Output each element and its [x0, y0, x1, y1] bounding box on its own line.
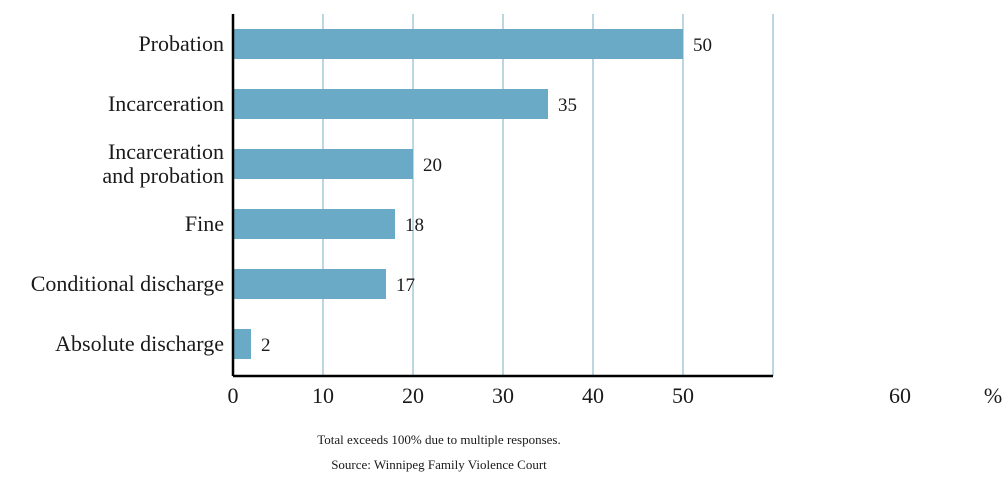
category-label-line: Probation — [138, 31, 224, 56]
x-tick-label-0: 0 — [228, 383, 239, 408]
category-label-line: and probation — [102, 163, 224, 188]
category-label-5: Absolute discharge — [55, 331, 224, 356]
bar-1 — [233, 89, 548, 119]
category-label-4: Conditional discharge — [31, 271, 224, 296]
value-label-0: 50 — [693, 35, 712, 56]
category-label-line: Fine — [185, 211, 224, 236]
bar-4 — [233, 269, 386, 299]
bar-3 — [233, 209, 395, 239]
x-tick-label-40: 40 — [582, 383, 604, 408]
category-label-2: Incarceration and probation — [102, 139, 224, 188]
bars — [233, 29, 683, 359]
category-label-line: Absolute discharge — [55, 331, 224, 356]
labels: 50Probation35Incarceration20Incarceratio… — [31, 31, 1002, 408]
value-label-1: 35 — [558, 95, 577, 116]
x-unit-label: % — [984, 383, 1002, 408]
gridlines — [322, 14, 774, 376]
value-label-5: 2 — [261, 335, 271, 356]
x-tick-label-60: 60 — [889, 383, 911, 408]
value-label-3: 18 — [405, 215, 424, 236]
category-label-1: Incarceration — [108, 91, 224, 116]
category-label-line: Incarceration — [108, 139, 224, 164]
category-label-line: Incarceration — [108, 91, 224, 116]
x-tick-label-50: 50 — [672, 383, 694, 408]
axes — [231, 14, 773, 378]
category-label-0: Probation — [138, 31, 224, 56]
category-label-3: Fine — [185, 211, 224, 236]
source-note: Source: Winnipeg Family Violence Court — [331, 457, 547, 472]
value-label-4: 17 — [396, 275, 415, 296]
bar-0 — [233, 29, 683, 59]
x-tick-label-10: 10 — [312, 383, 334, 408]
multiple-responses-note: Total exceeds 100% due to multiple respo… — [317, 432, 561, 447]
category-label-line: Conditional discharge — [31, 271, 224, 296]
x-tick-label-20: 20 — [402, 383, 424, 408]
value-label-2: 20 — [423, 155, 442, 176]
bar-2 — [233, 149, 413, 179]
bar-5 — [233, 329, 251, 359]
x-tick-label-30: 30 — [492, 383, 514, 408]
